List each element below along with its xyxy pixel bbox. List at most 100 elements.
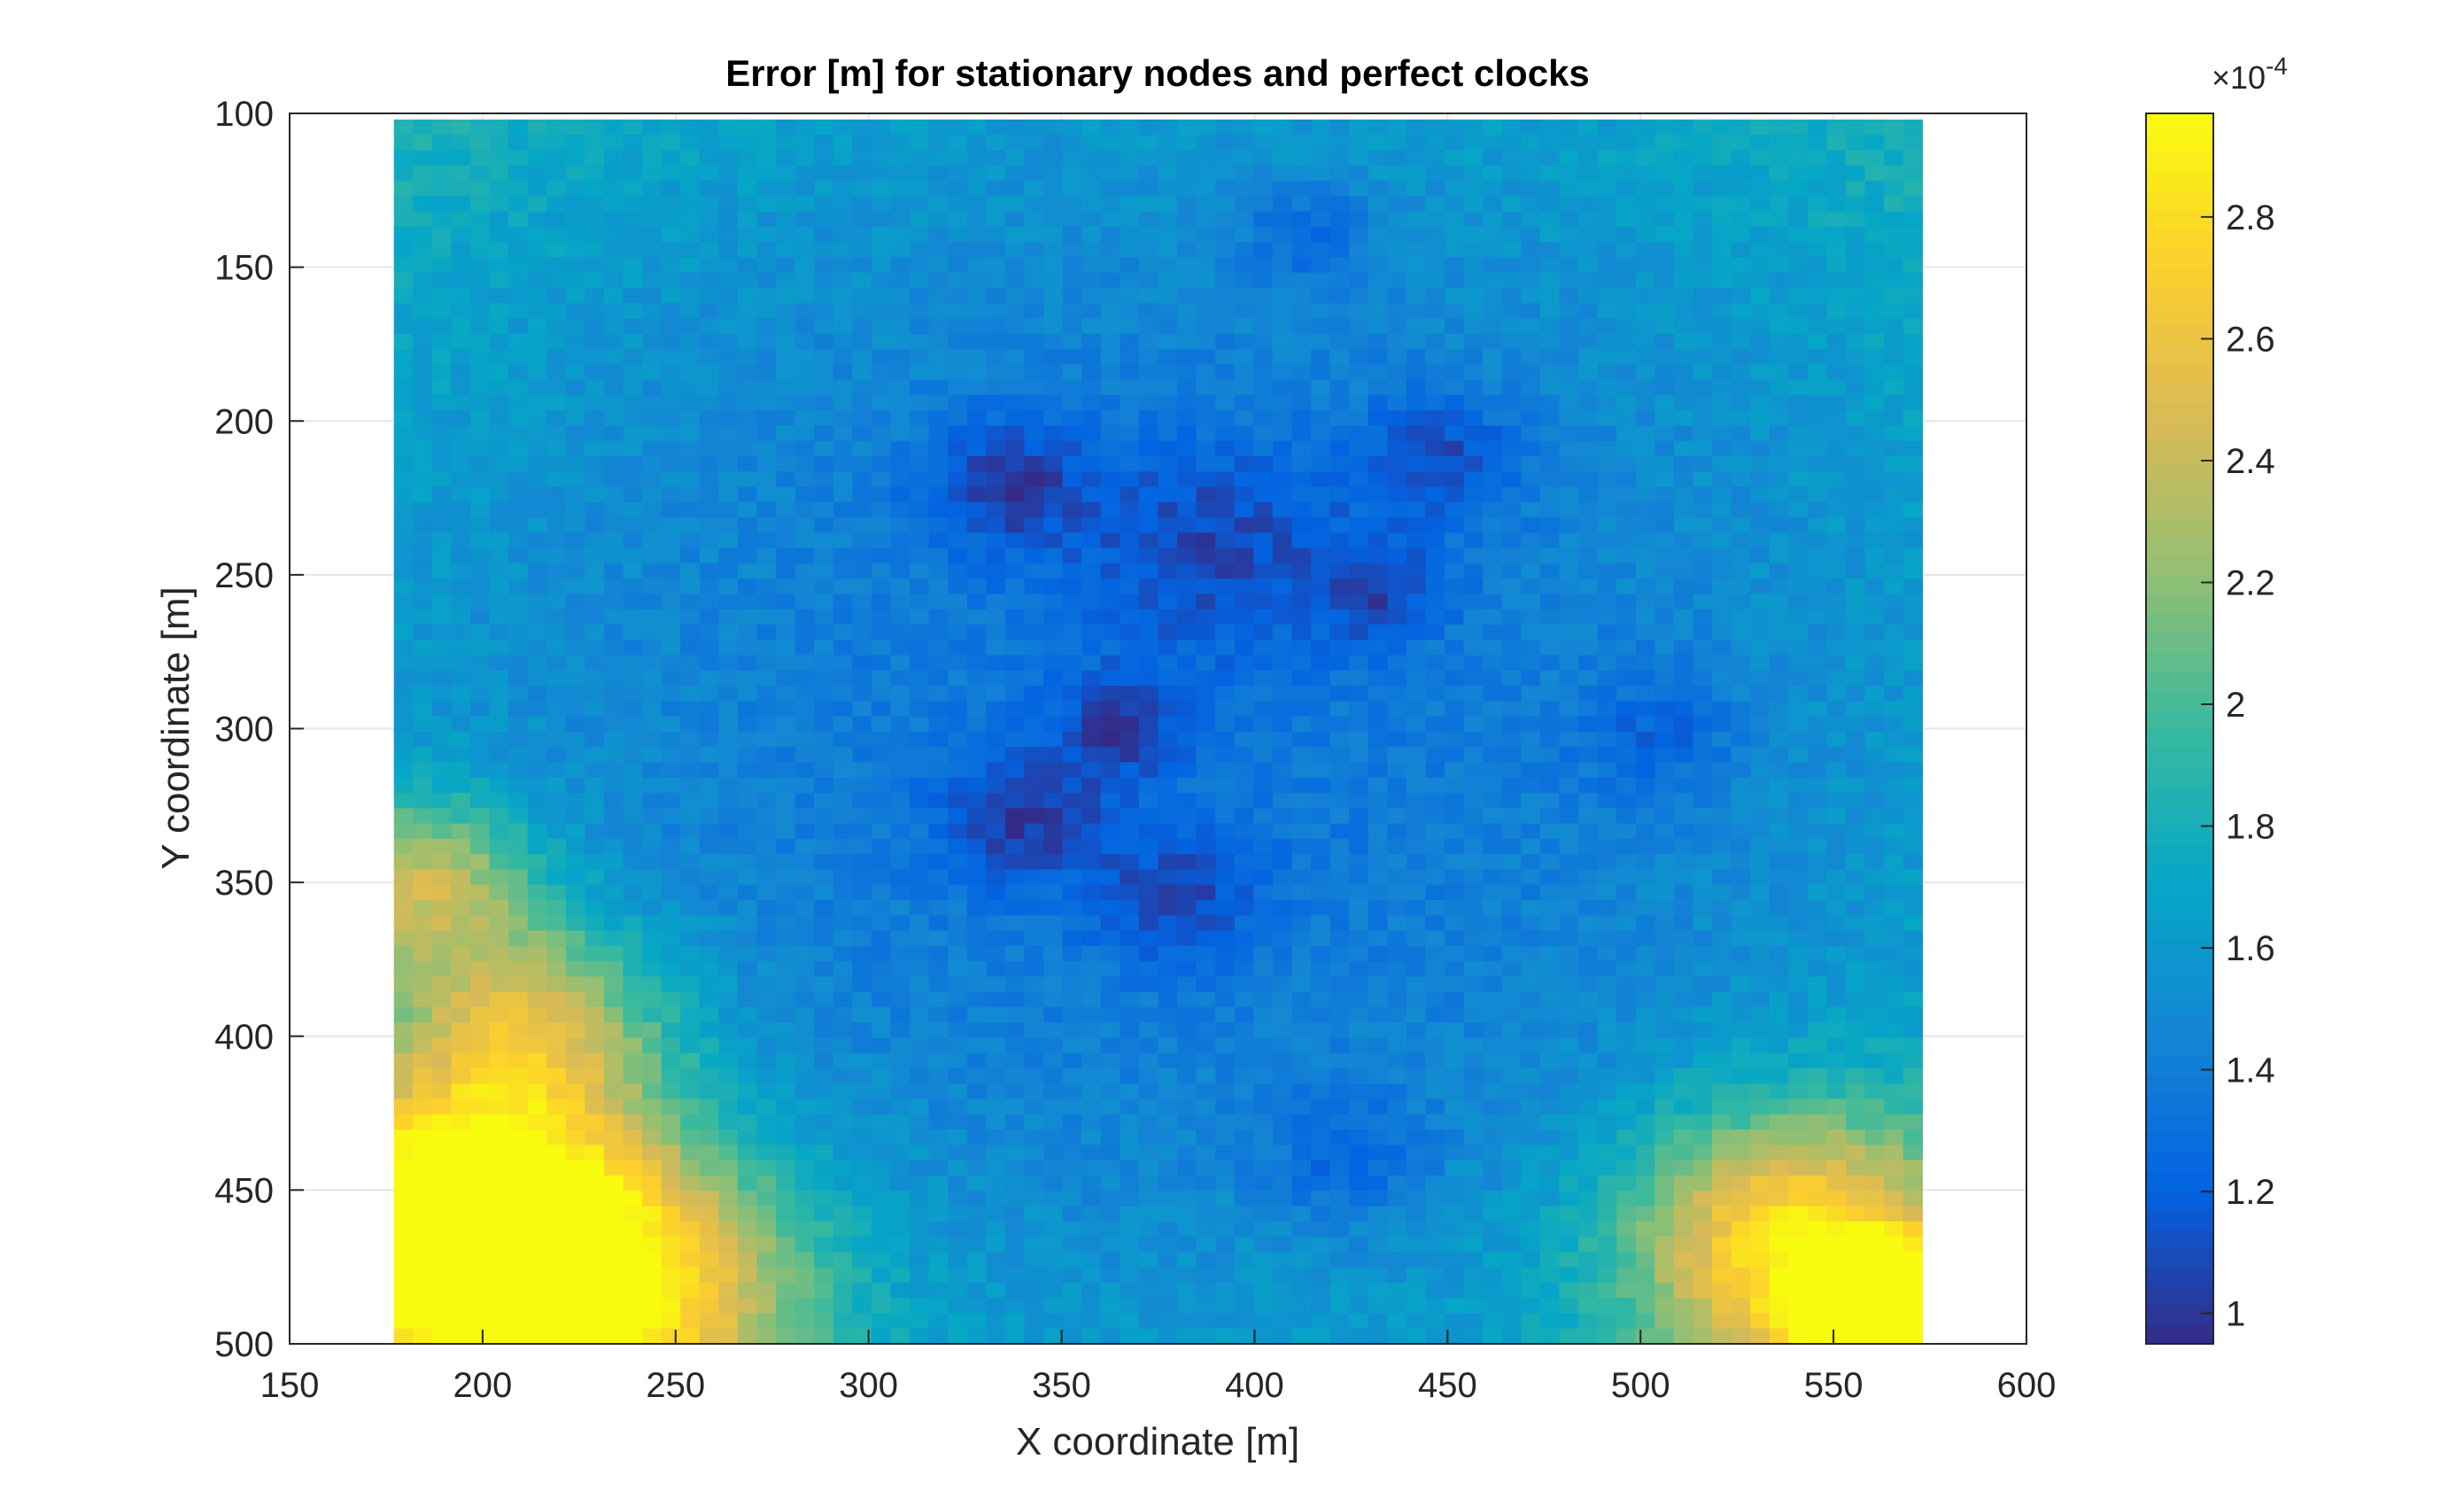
heatmap-cell [1406, 793, 1427, 809]
heatmap-cell [1272, 196, 1293, 213]
heatmap-cell [1864, 563, 1885, 579]
heatmap-cell [431, 762, 452, 779]
heatmap-cell [1368, 517, 1388, 533]
heatmap-cell [1329, 456, 1350, 472]
heatmap-cell [469, 578, 491, 595]
heatmap-cell [699, 747, 719, 764]
heatmap-cell [737, 272, 758, 289]
heatmap-cell [469, 777, 491, 794]
heatmap-cell [565, 410, 585, 427]
heatmap-cell [393, 532, 414, 549]
heatmap-cell [585, 823, 605, 840]
heatmap-cell [1635, 425, 1655, 442]
heatmap-cell [1100, 471, 1120, 488]
heatmap-cell [948, 655, 968, 671]
heatmap-cell [661, 563, 681, 579]
heatmap-cell [833, 686, 853, 702]
heatmap-cell [756, 425, 777, 442]
heatmap-cell [871, 379, 892, 396]
heatmap-cell [890, 517, 910, 533]
heatmap-cell [833, 701, 853, 718]
heatmap-cell [1234, 655, 1254, 671]
heatmap-cell [1769, 869, 1789, 886]
heatmap-cell [1100, 609, 1120, 625]
heatmap-cell [489, 333, 509, 350]
heatmap-cell [1234, 425, 1254, 442]
heatmap-cell [469, 869, 491, 886]
heatmap-cell [910, 440, 930, 457]
heatmap-cell [1368, 884, 1388, 901]
heatmap-cell [833, 991, 853, 1008]
heatmap-cell [1138, 410, 1159, 427]
heatmap-cell [737, 242, 758, 259]
heatmap-cell [393, 609, 414, 625]
heatmap-cell [1081, 823, 1102, 840]
heatmap-cell [565, 1068, 585, 1084]
heatmap-cell [1425, 517, 1445, 533]
heatmap-cell [642, 349, 662, 365]
heatmap-cell [1559, 333, 1579, 350]
heatmap-cell [1807, 1022, 1828, 1039]
heatmap-cell [1215, 394, 1236, 411]
heatmap-cell [1673, 165, 1694, 182]
heatmap-cell [1291, 440, 1312, 457]
heatmap-cell [585, 900, 605, 916]
heatmap-cell [1445, 440, 1465, 457]
heatmap-cell [1329, 303, 1350, 320]
heatmap-cell [1673, 150, 1694, 167]
heatmap-cell [661, 532, 681, 549]
heatmap-cell [833, 242, 853, 259]
heatmap-cell [1712, 762, 1732, 779]
heatmap-cell [1884, 425, 1904, 442]
heatmap-cell [413, 838, 433, 855]
heatmap-cell [1138, 333, 1159, 350]
heatmap-cell [546, 1068, 567, 1084]
heatmap-cell [1234, 211, 1254, 228]
heatmap-cell [1884, 1022, 1904, 1039]
heatmap-cell [699, 150, 719, 167]
heatmap-cell [527, 135, 547, 151]
heatmap-cell [1120, 1037, 1140, 1054]
heatmap-cell [1483, 119, 1503, 136]
heatmap-cell [680, 686, 701, 702]
heatmap-cell [1196, 1006, 1216, 1023]
heatmap-cell [1884, 884, 1904, 901]
heatmap-cell [776, 394, 796, 411]
heatmap-cell [1539, 686, 1561, 702]
heatmap-cell [1616, 915, 1637, 932]
heatmap-cell [814, 394, 834, 411]
heatmap-cell [642, 150, 662, 167]
heatmap-cell [1693, 547, 1713, 564]
heatmap-cell [489, 1022, 509, 1039]
heatmap-cell [413, 440, 433, 457]
heatmap-cell [1177, 640, 1197, 656]
heatmap-cell [1272, 808, 1293, 825]
heatmap-cell [469, 823, 491, 840]
heatmap-cell [833, 578, 853, 595]
heatmap-cell [1215, 594, 1236, 610]
heatmap-cell [1597, 1052, 1617, 1069]
heatmap-cell [623, 732, 643, 748]
heatmap-cell [546, 242, 567, 259]
heatmap-cell [1712, 440, 1732, 457]
heatmap-cell [546, 609, 567, 625]
heatmap-cell [1100, 869, 1120, 886]
heatmap-cell [1712, 425, 1732, 442]
heatmap-cell [451, 471, 471, 488]
heatmap-cell [393, 226, 414, 243]
heatmap-cell [527, 517, 547, 533]
heatmap-cell [1311, 288, 1331, 304]
heatmap-cell [1539, 547, 1561, 564]
heatmap-cell [1597, 777, 1617, 794]
heatmap-cell [1712, 196, 1732, 213]
heatmap-cell [585, 135, 605, 151]
heatmap-cell [1673, 1022, 1694, 1039]
heatmap-cell [1387, 288, 1407, 304]
heatmap-cell [833, 425, 853, 442]
heatmap-cell [1539, 517, 1561, 533]
heatmap-cell [1712, 884, 1732, 901]
heatmap-cell [966, 930, 987, 947]
heatmap-cell [1597, 150, 1617, 167]
heatmap-cell [1597, 838, 1617, 855]
heatmap-cell [546, 762, 567, 779]
